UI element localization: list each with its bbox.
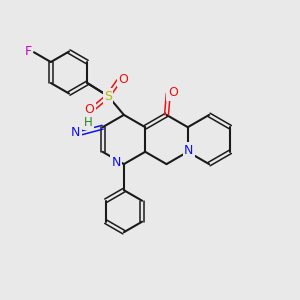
Text: N: N xyxy=(184,144,194,157)
Text: F: F xyxy=(25,45,32,58)
Text: O: O xyxy=(168,86,178,99)
Text: H: H xyxy=(84,116,93,128)
Text: N: N xyxy=(71,126,80,139)
Text: S: S xyxy=(104,90,112,103)
Text: O: O xyxy=(118,73,128,86)
Text: O: O xyxy=(84,103,94,116)
Text: N: N xyxy=(112,156,121,169)
